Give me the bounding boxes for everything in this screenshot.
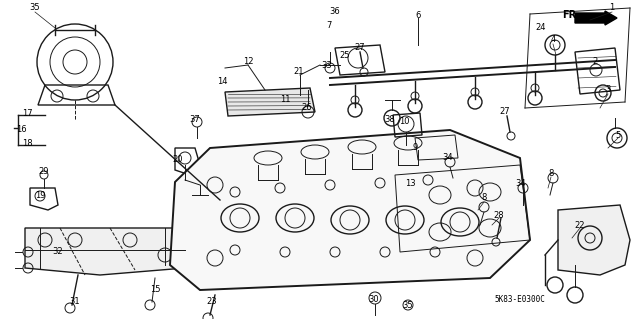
Text: 37: 37	[189, 115, 200, 124]
Text: 36: 36	[330, 8, 340, 17]
Text: 15: 15	[150, 286, 160, 294]
Text: 20: 20	[173, 155, 183, 165]
Text: 28: 28	[493, 211, 504, 219]
Text: 30: 30	[369, 295, 380, 305]
Text: 8: 8	[481, 194, 486, 203]
Text: 32: 32	[52, 248, 63, 256]
Text: 34: 34	[443, 153, 453, 162]
Text: 11: 11	[280, 95, 291, 105]
Text: 16: 16	[16, 125, 26, 135]
Text: 3: 3	[605, 85, 611, 94]
Text: 38: 38	[385, 115, 396, 124]
Text: 1: 1	[609, 4, 614, 12]
Text: 10: 10	[399, 117, 409, 127]
Text: 14: 14	[217, 78, 227, 86]
FancyArrow shape	[575, 11, 617, 25]
Polygon shape	[170, 130, 530, 290]
Text: 12: 12	[243, 57, 253, 66]
Polygon shape	[225, 88, 315, 116]
Text: 8: 8	[548, 168, 554, 177]
Text: 6: 6	[415, 11, 420, 19]
Text: 34: 34	[516, 179, 526, 188]
Text: 18: 18	[22, 138, 32, 147]
Text: 5K83-E0300C: 5K83-E0300C	[495, 295, 545, 305]
Text: 24: 24	[536, 24, 547, 33]
Text: 5: 5	[616, 130, 621, 139]
Text: 33: 33	[322, 61, 332, 70]
Text: 2: 2	[593, 57, 598, 66]
Polygon shape	[25, 228, 185, 275]
Text: 29: 29	[39, 167, 49, 176]
Text: 25: 25	[340, 50, 350, 60]
Text: 26: 26	[301, 103, 312, 113]
Text: 27: 27	[500, 108, 510, 116]
Text: 4: 4	[550, 35, 556, 44]
Text: 9: 9	[412, 143, 418, 152]
Text: 17: 17	[22, 108, 32, 117]
Text: 22: 22	[575, 220, 585, 229]
Text: 35: 35	[29, 4, 40, 12]
Text: 7: 7	[326, 20, 332, 29]
Text: 31: 31	[70, 298, 80, 307]
Text: 27: 27	[355, 43, 365, 53]
Text: 19: 19	[35, 191, 45, 201]
Text: 21: 21	[294, 68, 304, 77]
Text: FR.: FR.	[562, 10, 580, 20]
Text: 13: 13	[404, 179, 415, 188]
Text: 35: 35	[403, 300, 413, 309]
Text: 23: 23	[207, 298, 218, 307]
Polygon shape	[558, 205, 630, 275]
